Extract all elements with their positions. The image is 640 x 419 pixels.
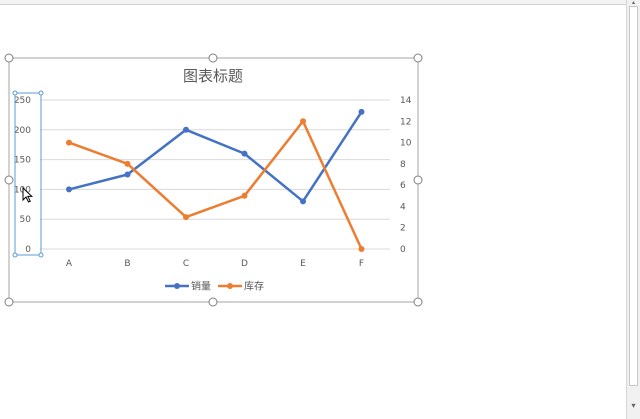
axis-selection-border — [14, 92, 42, 256]
secondary-y-axis[interactable]: 0 2 4 6 8 10 12 14 — [400, 96, 412, 255]
y-tick-label: 50 — [20, 215, 32, 225]
data-point[interactable] — [241, 150, 248, 157]
y-tick-label: 250 — [14, 96, 31, 106]
legend-label[interactable]: 销量 — [191, 280, 211, 293]
data-point[interactable] — [358, 108, 365, 115]
column-header-strip — [0, 0, 626, 5]
axis-selection-handle[interactable] — [12, 252, 18, 258]
axis-selection-handle[interactable] — [12, 90, 18, 96]
x-tick-label: B — [124, 259, 130, 269]
axis-selection-handle[interactable] — [38, 90, 44, 96]
legend-marker — [174, 283, 180, 289]
y-tick-label: 150 — [14, 156, 31, 166]
scroll-up-icon[interactable]: ▴ — [631, 0, 635, 6]
data-point[interactable] — [300, 118, 306, 125]
scroll-thumb[interactable] — [629, 6, 638, 386]
axis-selection-box[interactable] — [12, 90, 44, 258]
data-point[interactable] — [241, 192, 248, 199]
y2-tick-label: 6 — [400, 181, 406, 191]
data-point[interactable] — [124, 171, 131, 178]
gridlines — [40, 99, 390, 250]
series-line-1[interactable] — [68, 111, 363, 203]
legend-label[interactable]: 库存 — [244, 280, 264, 293]
legend[interactable]: 销量 库存 — [165, 280, 264, 293]
y2-tick-label: 0 — [400, 245, 406, 255]
axis-selection-handle[interactable] — [38, 252, 44, 258]
y2-tick-label: 4 — [400, 202, 406, 212]
x-tick-label: C — [183, 259, 189, 269]
data-point[interactable] — [358, 246, 365, 252]
category-axis[interactable]: A B C D E F — [66, 259, 364, 269]
series-line-2[interactable] — [68, 120, 363, 250]
x-tick-label: F — [359, 259, 364, 269]
data-point[interactable] — [300, 198, 306, 205]
resize-handle[interactable] — [208, 53, 218, 63]
resize-handle[interactable] — [4, 53, 14, 63]
y2-tick-label: 8 — [400, 160, 406, 170]
resize-handle[interactable] — [4, 175, 14, 185]
resize-handle[interactable] — [413, 53, 423, 63]
x-tick-label: D — [241, 259, 248, 269]
y-tick-label: 200 — [14, 126, 31, 136]
series-lines[interactable] — [66, 108, 365, 252]
vertical-scrollbar[interactable]: ▴ ▾ — [626, 0, 640, 419]
y-tick-label: 0 — [25, 245, 31, 255]
chart-title[interactable]: 图表标题 — [183, 67, 243, 85]
data-point[interactable] — [66, 139, 72, 146]
resize-handle[interactable] — [413, 175, 423, 185]
mouse-cursor-icon — [22, 186, 34, 203]
y2-tick-label: 12 — [400, 117, 411, 127]
y2-tick-label: 2 — [400, 224, 406, 234]
x-tick-label: A — [66, 259, 73, 269]
chart-selection-handles[interactable] — [4, 53, 423, 307]
data-point[interactable] — [183, 126, 189, 133]
data-point[interactable] — [124, 160, 131, 167]
x-tick-label: E — [300, 259, 306, 269]
resize-handle[interactable] — [208, 297, 218, 307]
scroll-down-icon[interactable]: ▾ — [631, 401, 636, 410]
y2-tick-label: 14 — [400, 96, 412, 106]
resize-handle[interactable] — [413, 297, 423, 307]
chart-area-border[interactable] — [8, 57, 419, 303]
y2-tick-label: 10 — [400, 139, 412, 149]
legend-marker — [227, 283, 233, 289]
data-point[interactable] — [66, 186, 72, 193]
resize-handle[interactable] — [4, 297, 14, 307]
data-point[interactable] — [183, 214, 189, 221]
